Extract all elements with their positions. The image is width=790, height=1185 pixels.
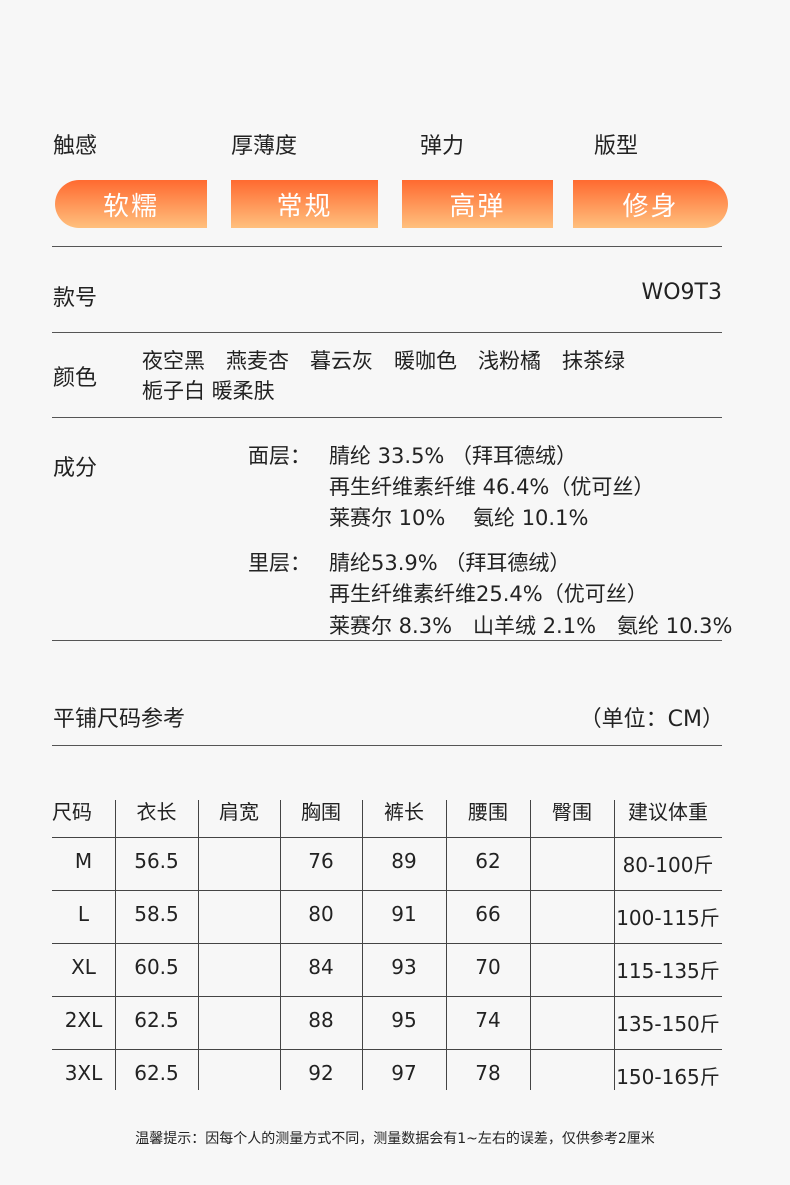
table-cell: 135-150斤 (616, 1012, 720, 1036)
table-header-cell: 臀围 (552, 800, 592, 824)
table-header-cell: 裤长 (384, 800, 424, 824)
table-cell: 56.5 (134, 849, 179, 873)
composition-label: 成分 (53, 456, 98, 481)
table-cell: M (74, 849, 93, 873)
attr-label: 版型 (594, 134, 639, 159)
table-cell: 74 (475, 1008, 501, 1032)
style-no-value: WO9T3 (641, 280, 722, 305)
column-divider (362, 800, 363, 1090)
row-divider (52, 1049, 722, 1050)
table-cell: 84 (308, 955, 334, 979)
row-divider (52, 890, 722, 891)
column-divider (280, 800, 281, 1090)
divider (52, 246, 722, 247)
attr-label: 触感 (53, 134, 98, 159)
table-cell: 80-100斤 (622, 853, 714, 877)
row-divider (52, 837, 722, 838)
inner-line: 再生纤维素纤维25.4%（优可丝） (329, 582, 648, 606)
table-cell: 88 (308, 1008, 334, 1032)
table-cell: 70 (475, 955, 501, 979)
table-cell: 60.5 (134, 955, 179, 979)
table-cell: 62.5 (134, 1061, 179, 1085)
style-no-label: 款号 (53, 286, 98, 311)
table-cell: L (77, 902, 90, 926)
attr-pill: 高弹 (402, 180, 553, 228)
column-divider (614, 800, 615, 1090)
column-divider (115, 800, 116, 1090)
attr-label: 弹力 (420, 134, 465, 159)
table-cell: 95 (391, 1008, 417, 1032)
divider (52, 640, 722, 641)
size-chart-title: 平铺尺码参考 (53, 707, 186, 732)
table-cell: 150-165斤 (616, 1065, 720, 1089)
table-cell: 62.5 (134, 1008, 179, 1032)
divider (52, 332, 722, 333)
attr-pill: 软糯 (55, 180, 207, 228)
row-divider (52, 996, 722, 997)
divider (52, 745, 722, 746)
table-header-cell: 衣长 (136, 800, 177, 824)
column-divider (198, 800, 199, 1090)
table-header-cell: 腰围 (468, 800, 508, 824)
column-divider (446, 800, 447, 1090)
table-cell: 76 (308, 849, 334, 873)
inner-line: 腈纶53.9% （拜耳德绒） (329, 551, 571, 575)
table-cell: 58.5 (134, 902, 179, 926)
note: 温馨提示：因每个人的测量方式不同，测量数据会有1~左右的误差，仅供参考2厘米 (135, 1131, 655, 1147)
outer-line: 再生纤维素纤维 46.4%（优可丝） (329, 475, 655, 499)
inner-label: 里层： (248, 551, 311, 575)
outer-line: 莱赛尔 10% 氨纶 10.1% (329, 506, 589, 530)
row-divider (52, 943, 722, 944)
table-cell: 91 (391, 902, 417, 926)
table-cell: 80 (308, 902, 334, 926)
colors-line: 夜空黑 燕麦杏 暮云灰 暖咖色 浅粉橘 抹茶绿 (142, 349, 625, 373)
table-cell: 93 (391, 955, 417, 979)
table-cell: 2XL (64, 1008, 103, 1032)
table-cell: 97 (391, 1061, 417, 1085)
table-cell: 66 (475, 902, 501, 926)
inner-line: 莱赛尔 8.3% 山羊绒 2.1% 氨纶 10.3% (329, 614, 733, 638)
colors-label: 颜色 (53, 366, 98, 391)
colors-line: 栀子白 暖柔肤 (142, 379, 275, 403)
table-cell: 89 (391, 849, 417, 873)
divider (52, 417, 722, 418)
table-cell: 92 (308, 1061, 334, 1085)
outer-label: 面层： (248, 444, 311, 468)
attr-pill: 修身 (573, 180, 728, 228)
table-header-cell: 胸围 (301, 800, 341, 824)
table-header-cell: 肩宽 (219, 800, 259, 824)
table-header-cell: 建议体重 (628, 800, 708, 824)
table-cell: 78 (475, 1061, 501, 1085)
column-divider (530, 800, 531, 1090)
table-cell: 3XL (64, 1061, 103, 1085)
table-cell: 100-115斤 (616, 906, 720, 930)
outer-line: 腈纶 33.5% （拜耳德绒） (329, 444, 578, 468)
size-chart-unit: （单位：CM） (579, 707, 724, 732)
table-cell: 62 (475, 849, 501, 873)
table-header-cell: 尺码 (52, 800, 92, 824)
attr-label: 厚薄度 (231, 134, 298, 159)
table-cell: 115-135斤 (616, 959, 720, 983)
table-cell: XL (71, 955, 96, 979)
attr-pill: 常规 (231, 180, 378, 228)
